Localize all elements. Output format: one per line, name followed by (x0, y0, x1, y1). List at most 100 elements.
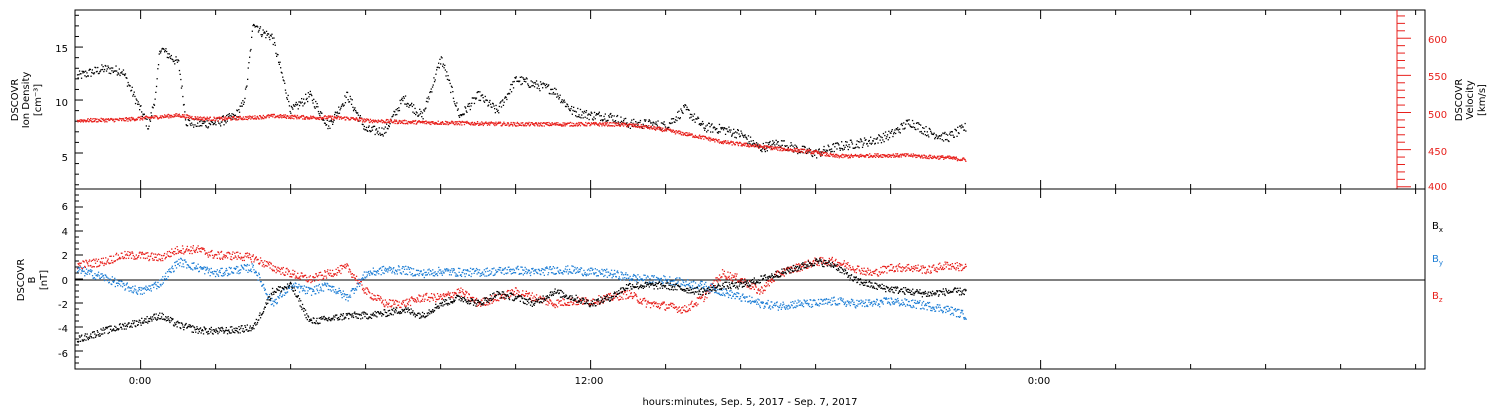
velocity-point (961, 159, 963, 161)
velocity-point (584, 124, 586, 126)
velocity-point (219, 118, 221, 120)
bz-point (207, 254, 209, 256)
velocity-point (849, 155, 851, 158)
bz-point (534, 299, 536, 302)
density-point (522, 77, 524, 79)
velocity-point (175, 113, 177, 115)
density-point (119, 74, 121, 77)
velocity-point (893, 156, 895, 158)
velocity-point (238, 117, 240, 119)
density-point (550, 88, 552, 91)
density-point (713, 126, 715, 128)
velocity-point (339, 116, 342, 119)
by-point (144, 287, 146, 289)
bz-point (921, 272, 923, 274)
velocity-point (848, 156, 850, 159)
bz-point (525, 290, 527, 292)
velocity-point (952, 158, 954, 160)
velocity-point (295, 115, 297, 118)
velocity-point (338, 118, 341, 120)
bz-point (699, 296, 701, 298)
density-point (404, 95, 407, 97)
velocity-point (134, 120, 136, 122)
density-point (765, 141, 767, 144)
density-point (80, 77, 83, 79)
density-point (499, 102, 501, 104)
density-point (188, 119, 191, 122)
bz-point (955, 269, 957, 271)
bz-point (261, 265, 263, 267)
density-point (335, 112, 337, 114)
velocity-point (782, 149, 784, 152)
velocity-point (765, 148, 767, 150)
density-point (868, 140, 870, 142)
by-point (123, 282, 125, 285)
density-point (836, 142, 839, 144)
density-point (473, 102, 476, 105)
density-point (749, 136, 752, 138)
velocity-point (466, 120, 468, 123)
bz-point (814, 257, 816, 259)
density-point (733, 128, 735, 130)
velocity-point (382, 120, 384, 122)
density-point (442, 65, 444, 67)
density-point (344, 95, 346, 97)
velocity-point (625, 124, 627, 126)
bz-point (346, 263, 348, 265)
velocity-point (894, 156, 897, 158)
by-point (139, 293, 142, 295)
by-point (244, 264, 247, 267)
bz-point (734, 273, 736, 275)
velocity-point (602, 122, 605, 124)
velocity-point (196, 119, 198, 121)
bz-point (271, 268, 273, 270)
velocity-point (944, 157, 946, 159)
bz-point (305, 279, 307, 282)
density-point (512, 87, 515, 89)
density-point (420, 110, 422, 113)
density-point (300, 102, 302, 104)
velocity-point (919, 155, 921, 157)
by-point (182, 263, 184, 265)
density-point (201, 122, 204, 125)
by-point (148, 289, 151, 291)
velocity-point (949, 156, 952, 158)
velocity-point (364, 121, 366, 123)
bz-point (441, 297, 443, 300)
velocity-point (311, 117, 313, 120)
bz-point (323, 275, 325, 277)
bz-point (859, 270, 861, 272)
by-point (267, 297, 269, 299)
density-point (224, 120, 226, 122)
density-point (132, 93, 135, 96)
velocity-point (493, 122, 495, 124)
velocity-point (829, 155, 831, 157)
velocity-point (417, 121, 419, 123)
density-point (650, 122, 652, 124)
bz-point (556, 306, 559, 308)
bz-point (580, 299, 583, 302)
bz-point (379, 296, 382, 298)
bz-point (189, 250, 191, 252)
by-point (117, 282, 119, 284)
density-point (301, 101, 303, 103)
density-point (917, 122, 920, 124)
density-point (211, 121, 213, 123)
bz-point (376, 299, 378, 301)
by-point (141, 293, 143, 295)
velocity-point (539, 122, 541, 124)
density-point (202, 120, 204, 123)
density-point (276, 55, 278, 57)
density-point (612, 119, 614, 121)
velocity-point (500, 122, 502, 124)
bz-point (112, 262, 114, 264)
density-point (80, 73, 82, 75)
by-point (242, 267, 244, 269)
bz-point (755, 286, 757, 288)
density-point (790, 142, 792, 144)
bz-point (771, 278, 773, 280)
density-point (319, 114, 321, 117)
velocity-point (642, 125, 645, 127)
density-point (110, 67, 112, 69)
density-point (783, 140, 785, 142)
